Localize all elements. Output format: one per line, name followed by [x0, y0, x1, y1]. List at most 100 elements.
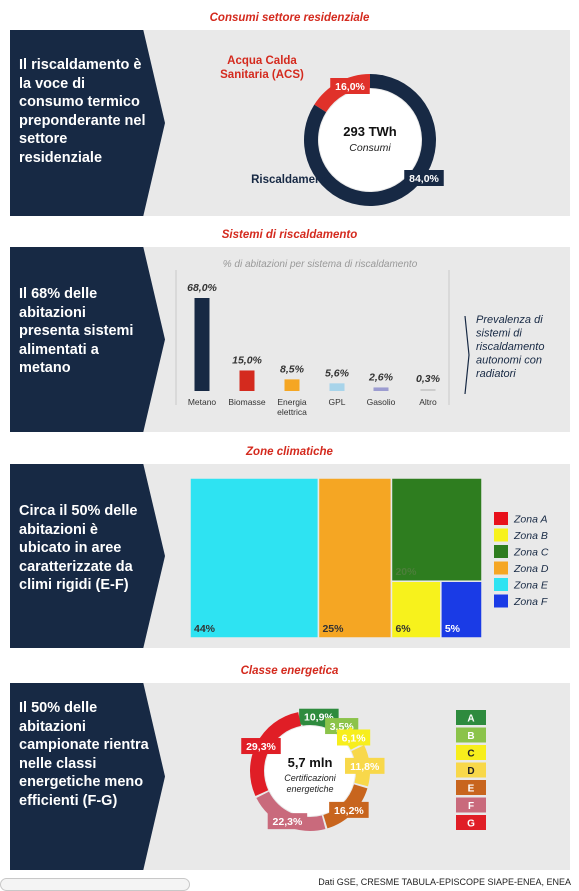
bar-altro [420, 389, 436, 391]
treemap-cell-zona-d [317, 477, 393, 639]
bar-category-label: Energia elettrica [277, 397, 307, 417]
bar-category-label: GPL [328, 397, 345, 407]
section-title-consumi: Consumi settore residenziale [209, 12, 370, 24]
legend-class-b [456, 727, 486, 743]
treemap-zone-climatiche: 44% 25% 20% 6% 5% Zona A Zona B Zona C Zona D Zon… [189, 477, 549, 639]
section-title-zone: Zone climatiche [246, 446, 333, 458]
svg-text:6,1%: 6,1% [342, 732, 367, 744]
legend-label-zona-c: Zona C [513, 547, 549, 559]
bar-value-label: 0,3% [416, 373, 441, 385]
donut-chart-classe: 10,9%3,5%6,1%11,8%16,2%22,3%29,3%5,7 mln… [241, 708, 486, 831]
legend-swatch-zona-e [494, 578, 508, 591]
side-banner [10, 683, 165, 870]
legend-class-label: G [467, 819, 475, 830]
svg-text:29,3%: 29,3% [246, 741, 276, 753]
treemap-value-label: 6% [395, 623, 411, 635]
bar-energia-elettrica [284, 379, 300, 391]
treemap-value-label: 5% [445, 623, 461, 635]
donut-center [319, 89, 421, 191]
donut-center [265, 726, 355, 816]
legend-class-label: D [467, 766, 474, 777]
section-title-sistemi: Sistemi di riscaldamento [221, 229, 358, 241]
bar-chart-sistemi: % di abitazioni per sistema di riscaldam… [175, 259, 544, 417]
bar-category-label: Metano [188, 397, 217, 407]
category-label-acs: Acqua Calda Sanitaria (ACS) [220, 55, 304, 81]
side-banner [10, 247, 165, 432]
panel-zone: Circa il 50% delle abitazioni è ubicato … [10, 464, 570, 648]
treemap-value-label: 25% [322, 623, 344, 635]
svg-text:16,2%: 16,2% [334, 805, 364, 817]
bar-biomasse [239, 370, 255, 391]
bar-category-label: Biomasse [228, 397, 266, 407]
slice-label-class-f: 22,3% [267, 813, 308, 830]
panel-classe: Il 50% delle abitazioni campionate rient… [10, 683, 570, 870]
side-banner [10, 464, 165, 648]
legend-swatch-zona-d [494, 561, 508, 575]
donut-center-label: Consumi [349, 142, 391, 154]
source-footer: Dati GSE, CRESME TABULA-EPISCOPE SIAPE-E… [318, 877, 571, 887]
legend-swatch-zona-f [494, 594, 508, 608]
legend-class-f [456, 797, 486, 813]
donut-slice-class-f [256, 791, 326, 831]
svg-text:11,8%: 11,8% [350, 761, 380, 773]
slice-label-class-c: 6,1% [337, 729, 371, 746]
treemap-value-label: 20% [395, 566, 417, 578]
treemap-cell-zona-f [440, 580, 483, 639]
legend-class-label: E [468, 784, 475, 795]
side-text-sistemi: Il 68% delle abitazioni presenta sistemi… [19, 286, 134, 376]
bar-value-label: 15,0% [232, 354, 262, 366]
legend-class-label: B [467, 731, 474, 742]
donut-center-value: 5,7 mln [288, 755, 333, 770]
legend-class-label: C [467, 749, 474, 760]
legend-class-d [456, 762, 486, 778]
legend-class-label: F [468, 801, 474, 812]
section-title-classe: Classe energetica [240, 665, 339, 677]
category-label-riscaldamento: Riscaldamento [251, 174, 333, 186]
legend-class-e [456, 780, 486, 795]
bar-value-label: 8,5% [280, 363, 305, 375]
slice-label-class-e: 16,2% [329, 801, 369, 818]
legend-class-c [456, 745, 486, 760]
bar-metano [194, 298, 210, 391]
svg-text:22,3%: 22,3% [273, 816, 303, 828]
bar-category-label: Gasolio [367, 397, 396, 407]
annotation-chevron [464, 315, 470, 395]
slice-label-class-g: 29,3% [241, 738, 281, 755]
side-banner [10, 30, 165, 216]
bar-gasolio [373, 387, 389, 391]
side-text-consumi: Il riscaldamento è la voce di consumo te… [19, 57, 146, 166]
bar-value-label: 2,6% [368, 371, 394, 383]
legend-label-zona-b: Zona B [513, 530, 548, 542]
bar-gpl [329, 383, 345, 391]
donut-slice-class-g [250, 712, 301, 797]
donut-chart-consumi: 16,0% 84,0% Acqua Calda Sanitaria (ACS) Risc… [220, 55, 444, 207]
svg-text:16,0%: 16,0% [335, 81, 365, 93]
treemap-value-label: 44% [194, 623, 216, 635]
slice-label-riscaldamento: 84,0% [404, 170, 444, 186]
donut-center-label: Certificazioni energetiche [284, 773, 337, 794]
legend-swatch-zona-b [494, 528, 508, 542]
svg-text:84,0%: 84,0% [409, 173, 439, 185]
legend-swatch-zona-c [494, 545, 508, 558]
bar-category-label: Altro [419, 397, 437, 407]
horizontal-scrollbar[interactable] [0, 878, 190, 891]
slice-label-class-d: 11,8% [345, 757, 385, 774]
side-text-zone: Circa il 50% delle abitazioni è ubicato … [19, 503, 138, 593]
legend-class-label: A [467, 714, 474, 725]
legend-class-a [456, 710, 486, 725]
legend-class-g [456, 815, 486, 830]
panel-consumi: Il riscaldamento è la voce di consumo te… [10, 30, 570, 216]
side-text-classe: Il 50% delle abitazioni campionate rient… [19, 700, 149, 809]
bar-value-label: 5,6% [325, 367, 350, 379]
treemap-cell-zona-b [390, 580, 442, 639]
bar-annotation: Prevalenza di sistemi di riscaldamento auto… [476, 314, 544, 380]
legend-swatch-zona-a [494, 512, 508, 525]
legend-label-zona-f: Zona F [513, 596, 548, 608]
panel-sistemi: Il 68% delle abitazioni presenta sistemi… [10, 247, 570, 432]
bar-chart-title: % di abitazioni per sistema di riscaldam… [223, 259, 418, 270]
slice-label-acs: 16,0% [330, 78, 370, 94]
bar-value-label: 68,0% [187, 282, 217, 294]
legend-label-zona-d: Zona D [513, 563, 549, 575]
legend-label-zona-a: Zona A [513, 514, 547, 526]
donut-center-value: 293 TWh [343, 124, 397, 139]
